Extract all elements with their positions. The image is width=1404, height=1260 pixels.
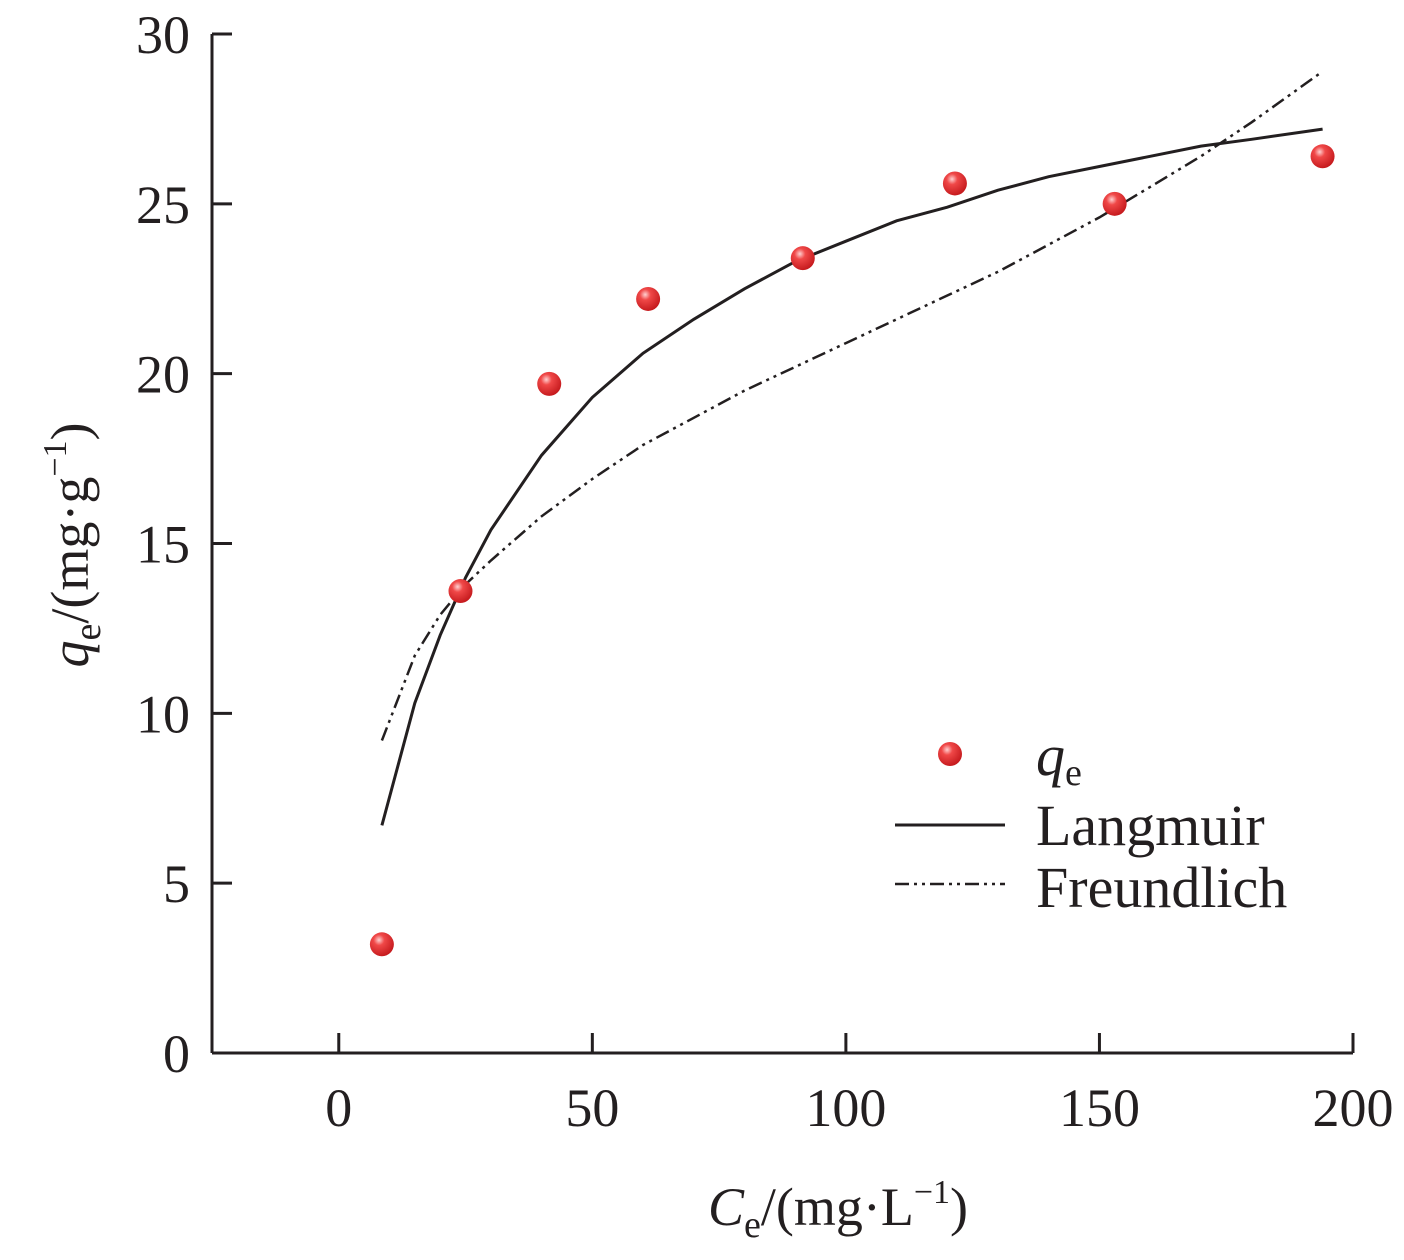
y-tick-label-15: 15 <box>136 515 190 575</box>
axes: 0 50 100 150 200 0 5 10 15 20 25 30 <box>136 5 1394 1138</box>
x-axis-subscript: e <box>744 1204 761 1246</box>
y-axis-symbol: q <box>40 641 100 668</box>
y-tick-label-30: 30 <box>136 5 190 65</box>
legend-label-freundlich: Freundlich <box>1036 855 1287 920</box>
legend: qe Langmuir Freundlich <box>895 723 1287 920</box>
x-tick-label-50: 50 <box>565 1078 619 1138</box>
data-point-7 <box>1310 144 1335 169</box>
data-point-3 <box>636 286 661 311</box>
y-tick-label-0: 0 <box>163 1024 190 1084</box>
x-axis-unit-prefix: /(mg·L <box>761 1177 914 1237</box>
x-axis-unit-sup: −1 <box>914 1174 950 1211</box>
data-point-4 <box>790 246 815 271</box>
y-axis-unit-sup: −1 <box>37 440 74 476</box>
legend-label-qe: qe <box>1036 723 1082 794</box>
x-tick-label-100: 100 <box>805 1078 886 1138</box>
x-axis-unit-suffix: ) <box>950 1177 968 1237</box>
x-tick-label-200: 200 <box>1313 1078 1394 1138</box>
data-point-1 <box>448 579 473 604</box>
legend-label-langmuir: Langmuir <box>1036 793 1265 858</box>
y-tick-label-20: 20 <box>136 345 190 405</box>
series-line-langmuir <box>380 127 1323 826</box>
data-point-6 <box>1102 191 1127 216</box>
legend-qe-symbol: q <box>1036 723 1065 788</box>
y-axis-unit-prefix: /(mg·g <box>40 477 100 624</box>
y-axis-unit-suffix: ) <box>40 422 100 440</box>
y-tick-label-5: 5 <box>163 854 190 914</box>
plot-area <box>369 70 1335 957</box>
x-tick-label-150: 150 <box>1059 1078 1140 1138</box>
legend-qe-subscript: e <box>1065 752 1082 794</box>
data-point-5 <box>942 171 967 196</box>
y-tick-label-10: 10 <box>136 684 190 744</box>
legend-marker-qe <box>938 742 962 766</box>
y-axis-label: qe/(mg·g−1) <box>37 422 109 667</box>
y-tick-label-25: 25 <box>136 175 190 235</box>
y-axis-subscript: e <box>67 624 109 641</box>
data-point-2 <box>537 371 562 396</box>
series-line-freundlich <box>380 70 1324 741</box>
x-tick-label-0: 0 <box>325 1078 352 1138</box>
x-axis-symbol: C <box>708 1177 745 1237</box>
data-point-0 <box>369 932 394 957</box>
x-axis-label: Ce/(mg·L−1) <box>708 1174 968 1246</box>
